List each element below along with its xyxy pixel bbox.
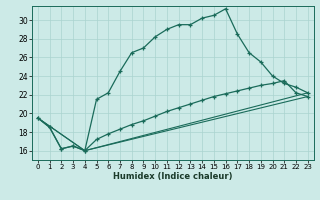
X-axis label: Humidex (Indice chaleur): Humidex (Indice chaleur) bbox=[113, 172, 233, 181]
